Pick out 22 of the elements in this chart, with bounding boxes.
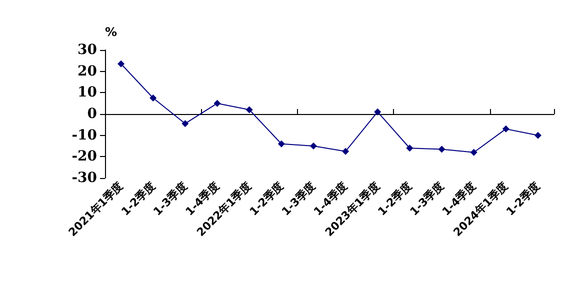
y-tick-label: -10	[72, 127, 98, 144]
y-tick-label: 10	[78, 84, 98, 101]
y-tick-label: -30	[72, 170, 98, 186]
y-tick-label: 20	[78, 63, 98, 80]
point	[118, 60, 125, 68]
point	[278, 140, 285, 148]
point	[374, 108, 382, 116]
point	[182, 120, 189, 128]
y-tick-label: -20	[72, 148, 98, 165]
point	[150, 94, 157, 102]
point	[310, 142, 317, 150]
point	[502, 125, 510, 132]
y-tick-label: 0	[87, 106, 98, 122]
point	[406, 144, 414, 152]
point	[534, 132, 542, 139]
point	[470, 148, 478, 156]
point	[214, 100, 221, 107]
point	[438, 146, 446, 153]
point	[246, 106, 253, 114]
y-axis-title: %	[105, 25, 118, 39]
point	[342, 148, 350, 155]
y-tick-label: 30	[78, 42, 98, 58]
